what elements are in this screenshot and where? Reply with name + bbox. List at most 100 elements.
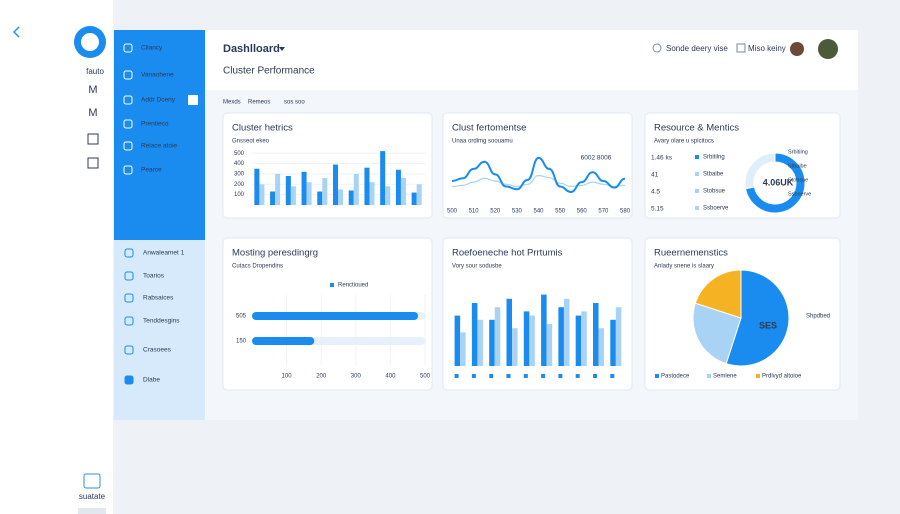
slice bbox=[744, 152, 776, 190]
y-tick-label: 150 bbox=[236, 339, 247, 345]
sidebar-top bbox=[114, 30, 205, 240]
bar bbox=[575, 315, 582, 366]
sidebar-icon bbox=[124, 271, 134, 281]
legend-label: Stobsue bbox=[788, 177, 808, 183]
bar bbox=[369, 182, 375, 205]
card-subtitle: Cutacs Dropendins bbox=[232, 264, 283, 270]
bar bbox=[338, 189, 344, 205]
x-tick-label: 560 bbox=[577, 209, 588, 215]
legend-swatch bbox=[707, 374, 711, 378]
header-title[interactable]: Dashlloard bbox=[223, 43, 280, 55]
sidebar-item[interactable]: Crasoees bbox=[143, 347, 172, 354]
card bbox=[442, 237, 633, 391]
bar bbox=[395, 169, 401, 205]
line bbox=[451, 156, 626, 194]
side-label: 5.15 bbox=[651, 206, 664, 213]
bar bbox=[471, 303, 478, 366]
bar bbox=[411, 192, 417, 205]
sidebar-icon bbox=[124, 316, 134, 326]
sidebar-item[interactable]: Prentieco bbox=[141, 121, 169, 128]
rail-icon[interactable]: M bbox=[88, 84, 97, 96]
legend-label: Ssboerve bbox=[703, 206, 729, 212]
bar bbox=[416, 184, 422, 205]
x-tick-label: 570 bbox=[598, 209, 609, 215]
bar bbox=[598, 328, 605, 366]
sidebar-icon bbox=[124, 375, 134, 385]
legend-label: Stbaibe bbox=[788, 163, 807, 169]
sidebar-item[interactable]: Toarios bbox=[143, 273, 165, 280]
bar bbox=[592, 303, 599, 366]
legend-label: Srbitilng bbox=[703, 155, 725, 161]
avatar[interactable] bbox=[818, 39, 838, 59]
rail-footer bbox=[78, 508, 106, 514]
card-subtitle: Unaa ordimg soouamu bbox=[452, 139, 513, 145]
legend-swatch bbox=[695, 189, 699, 193]
sidebar-toggle[interactable] bbox=[188, 95, 198, 105]
sidebar-item[interactable]: Vanaohene bbox=[141, 72, 174, 79]
card-title: Roefoeneche hot Prrtumis bbox=[452, 248, 563, 259]
card bbox=[442, 112, 633, 219]
slice bbox=[692, 302, 742, 365]
user-menu[interactable]: Miso keiny bbox=[748, 44, 786, 53]
sidebar-item[interactable]: Pearce bbox=[141, 167, 162, 174]
legend-swatch bbox=[695, 206, 699, 210]
bar bbox=[400, 178, 406, 205]
header-subtitle: Cluster Performance bbox=[223, 66, 315, 77]
bar bbox=[558, 307, 564, 366]
sidebar-item[interactable]: Dlabe bbox=[143, 377, 160, 384]
legend-swatch bbox=[756, 374, 760, 378]
sidebar-item[interactable]: Rabsaices bbox=[143, 295, 174, 302]
bar bbox=[460, 332, 466, 366]
bar bbox=[322, 178, 328, 205]
sidebar-item[interactable]: Relace atoie bbox=[141, 143, 178, 150]
bar bbox=[581, 311, 587, 366]
card-title: Rueernemenstics bbox=[654, 248, 728, 259]
side-label: 41 bbox=[651, 172, 659, 179]
x-tick-label: 300 bbox=[351, 374, 362, 380]
bar bbox=[252, 312, 419, 320]
side-label: 4.5 bbox=[651, 189, 660, 196]
rail-bottom-icon[interactable] bbox=[83, 473, 101, 489]
legend-swatch bbox=[330, 283, 334, 287]
bar bbox=[541, 294, 547, 366]
legend-label: Renctioued bbox=[338, 283, 368, 289]
back-button[interactable] bbox=[12, 26, 20, 38]
y-tick-label: 500 bbox=[234, 151, 245, 157]
rail-icon[interactable] bbox=[87, 133, 99, 145]
card-title: Cluster hetrics bbox=[232, 123, 293, 134]
legend-swatch bbox=[610, 374, 615, 378]
x-tick-label: 520 bbox=[490, 209, 501, 215]
bar bbox=[290, 186, 296, 205]
bar bbox=[563, 298, 570, 366]
sidebar-item[interactable]: Cliancy bbox=[141, 45, 163, 52]
rail bbox=[0, 0, 113, 514]
bar bbox=[306, 182, 312, 205]
bar bbox=[506, 298, 513, 366]
bar bbox=[332, 164, 339, 205]
logo-label: fauto bbox=[86, 67, 104, 76]
slice bbox=[725, 269, 790, 367]
x-tick-label: 100 bbox=[282, 374, 293, 380]
bar bbox=[523, 311, 530, 366]
legend-swatch bbox=[541, 374, 546, 378]
bar bbox=[380, 151, 386, 205]
search-box[interactable]: Sonde deery vise bbox=[666, 44, 728, 53]
y-tick-label: 300 bbox=[234, 171, 245, 177]
filter[interactable]: sos soo bbox=[284, 100, 305, 106]
rail-icon[interactable] bbox=[87, 157, 99, 169]
bar bbox=[494, 307, 501, 366]
sidebar-item[interactable]: Tenddesgins bbox=[143, 318, 180, 325]
bar bbox=[301, 171, 307, 205]
rail-icon[interactable]: M bbox=[88, 107, 97, 119]
card-title: Clust fertomentse bbox=[452, 123, 526, 134]
sidebar-item[interactable]: Addr Dceny bbox=[141, 97, 176, 104]
legend-label: Stbaibe bbox=[703, 172, 724, 178]
sidebar-icon bbox=[123, 70, 133, 80]
sidebar-item[interactable]: Anwaleamet 1 bbox=[143, 250, 185, 257]
legend-swatch bbox=[695, 155, 699, 159]
filter[interactable]: Mexds bbox=[223, 100, 241, 106]
bar bbox=[254, 168, 260, 205]
filter[interactable]: Remeos bbox=[248, 100, 270, 106]
avatar[interactable] bbox=[790, 42, 804, 56]
